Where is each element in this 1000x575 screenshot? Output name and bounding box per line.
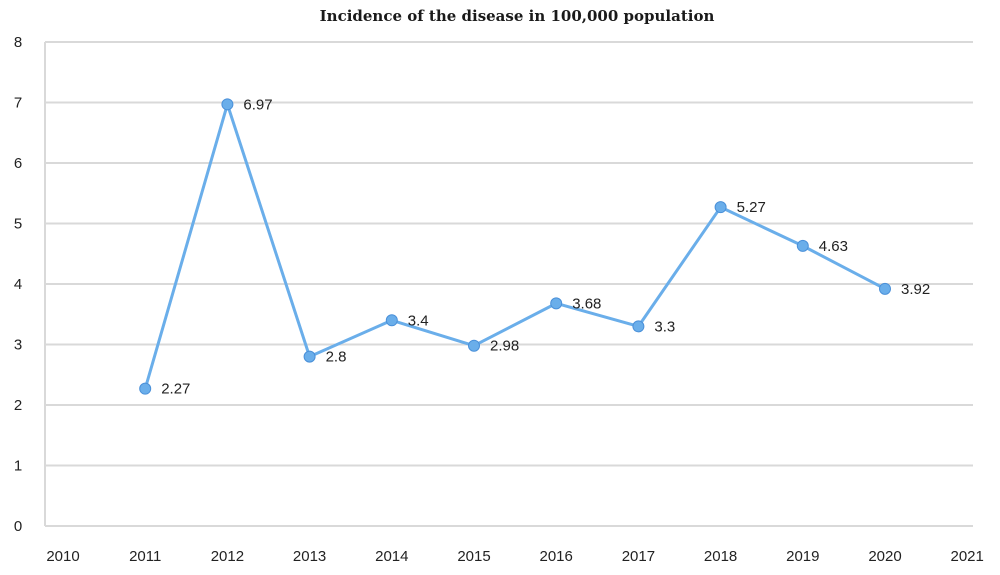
data-label: 3.68 [572, 295, 601, 312]
data-label: 3.4 [408, 312, 429, 329]
x-axis-ticks: 2010 2011 2012 2013 2014 2015 2016 2017 2018 2019… [46, 548, 984, 565]
data-point [303, 350, 316, 363]
data-label: 4.63 [819, 238, 848, 255]
x-tick-label: 2012 [211, 548, 244, 565]
chart-title: Incidence of the disease in 100,000 popu… [320, 7, 715, 25]
data-label: 3.92 [901, 281, 930, 298]
x-tick-label: 2011 [129, 548, 161, 565]
data-point [879, 282, 891, 295]
x-tick-label: 2016 [540, 548, 573, 565]
data-point [385, 314, 398, 327]
x-tick-label: 2021 [951, 548, 984, 565]
data-point [714, 201, 727, 214]
x-tick-label: 2014 [375, 548, 408, 565]
data-label: 6.97 [243, 96, 272, 113]
y-tick-label: 3 [14, 337, 22, 354]
data-label: 2.98 [490, 338, 519, 355]
data-label: 2.27 [161, 381, 190, 398]
x-tick-label: 2020 [868, 548, 901, 565]
y-tick-label: 6 [14, 155, 22, 172]
y-tick-label: 7 [14, 95, 22, 112]
y-tick-label: 2 [14, 397, 22, 414]
data-point [632, 320, 645, 333]
x-tick-label: 2010 [46, 548, 79, 565]
data-point [221, 98, 234, 111]
y-tick-label: 4 [14, 276, 22, 293]
x-tick-label: 2015 [457, 548, 490, 565]
x-tick-label: 2013 [293, 548, 326, 565]
y-tick-label: 8 [14, 34, 22, 51]
data-point [139, 382, 152, 395]
data-label: 3.3 [654, 318, 675, 335]
data-point [550, 297, 563, 310]
data-label: 5.27 [737, 199, 766, 216]
data-label: 2.8 [326, 349, 347, 366]
data-labels: 2.27 6.97 2.8 3.4 2.98 3.68 3.3 5.27 4.63 3.92 [161, 96, 930, 397]
x-tick-label: 2017 [622, 548, 655, 565]
y-tick-label: 1 [14, 458, 22, 475]
x-tick-label: 2019 [786, 548, 819, 565]
series-layer [139, 98, 891, 395]
y-axis-ticks: 0 1 2 3 4 5 6 7 8 [14, 34, 22, 535]
data-point [796, 239, 809, 252]
gridlines [44, 41, 973, 527]
data-point [468, 339, 480, 352]
y-tick-label: 5 [14, 216, 22, 233]
y-tick-label: 0 [14, 518, 22, 535]
series-line [143, 102, 886, 390]
x-tick-label: 2018 [704, 548, 737, 565]
